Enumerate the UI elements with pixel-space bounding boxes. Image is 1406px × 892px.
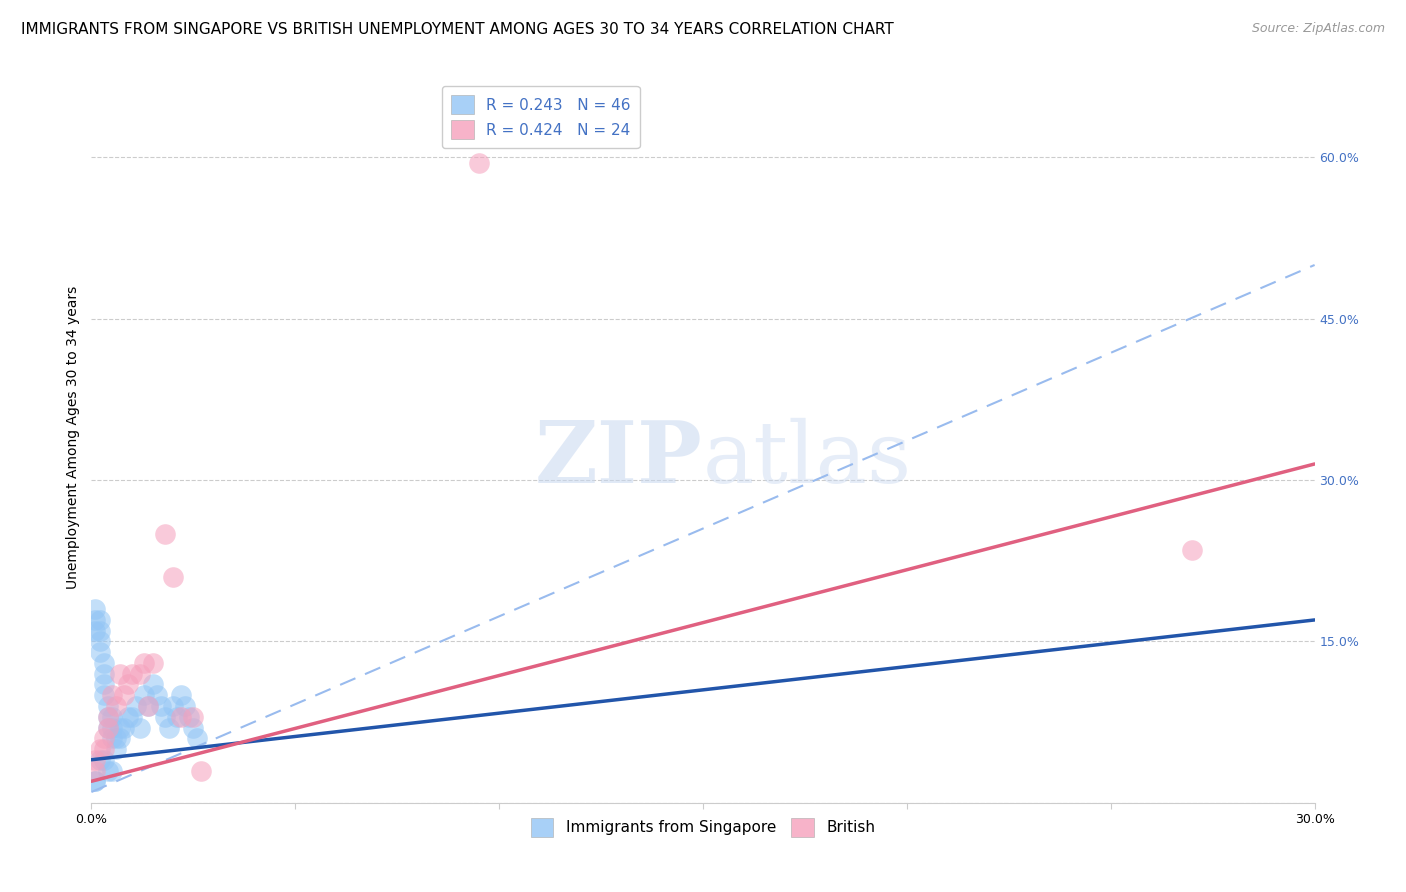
Point: [93, 753, 115, 767]
Text: Source: ZipAtlas.com: Source: ZipAtlas.com: [1251, 22, 1385, 36]
Point: [93, 742, 115, 756]
Point: [97, 710, 120, 724]
Point: [84, 613, 107, 627]
Point: [162, 570, 184, 584]
Text: IMMIGRANTS FROM SINGAPORE VS BRITISH UNEMPLOYMENT AMONG AGES 30 TO 34 YEARS CORR: IMMIGRANTS FROM SINGAPORE VS BRITISH UNE…: [21, 22, 894, 37]
Point: [97, 710, 120, 724]
Text: atlas: atlas: [703, 417, 912, 500]
Point: [93, 656, 115, 670]
Point: [145, 688, 167, 702]
Point: [97, 698, 120, 713]
Point: [89, 634, 111, 648]
Point: [84, 602, 107, 616]
Point: [97, 721, 120, 735]
Point: [186, 731, 208, 746]
Point: [101, 688, 124, 702]
Point: [134, 688, 156, 702]
Point: [84, 764, 107, 778]
Point: [84, 774, 107, 789]
Point: [112, 688, 135, 702]
Point: [89, 613, 111, 627]
Y-axis label: Unemployment Among Ages 30 to 34 years: Unemployment Among Ages 30 to 34 years: [66, 285, 80, 589]
Point: [117, 710, 139, 724]
Point: [93, 666, 115, 681]
Point: [89, 645, 111, 659]
Point: [108, 666, 131, 681]
Point: [84, 624, 107, 638]
Point: [97, 764, 120, 778]
Point: [134, 656, 156, 670]
Point: [138, 698, 160, 713]
Point: [129, 666, 152, 681]
Point: [101, 731, 124, 746]
Point: [179, 710, 201, 724]
Point: [141, 677, 163, 691]
Point: [112, 721, 135, 735]
Point: [157, 721, 180, 735]
Point: [121, 666, 143, 681]
Point: [190, 764, 212, 778]
Point: [93, 731, 115, 746]
Point: [121, 710, 143, 724]
Point: [101, 710, 124, 724]
Point: [125, 698, 148, 713]
Point: [1181, 543, 1204, 558]
Point: [149, 698, 172, 713]
Point: [467, 156, 491, 170]
Point: [170, 688, 193, 702]
Point: [89, 624, 111, 638]
Point: [97, 721, 120, 735]
Text: ZIP: ZIP: [536, 417, 703, 501]
Point: [174, 698, 197, 713]
Point: [141, 656, 163, 670]
Point: [104, 742, 127, 756]
Point: [170, 710, 193, 724]
Point: [183, 710, 205, 724]
Point: [101, 721, 124, 735]
Point: [162, 698, 184, 713]
Point: [89, 753, 111, 767]
Point: [129, 721, 152, 735]
Point: [101, 764, 124, 778]
Point: [104, 731, 127, 746]
Point: [108, 731, 131, 746]
Point: [166, 710, 188, 724]
Point: [153, 527, 176, 541]
Point: [108, 721, 131, 735]
Legend: Immigrants from Singapore, British: Immigrants from Singapore, British: [524, 812, 882, 843]
Point: [89, 742, 111, 756]
Point: [117, 677, 139, 691]
Point: [84, 774, 107, 789]
Point: [138, 698, 160, 713]
Point: [153, 710, 176, 724]
Point: [183, 721, 205, 735]
Point: [93, 677, 115, 691]
Point: [84, 753, 107, 767]
Point: [104, 698, 127, 713]
Point: [93, 688, 115, 702]
